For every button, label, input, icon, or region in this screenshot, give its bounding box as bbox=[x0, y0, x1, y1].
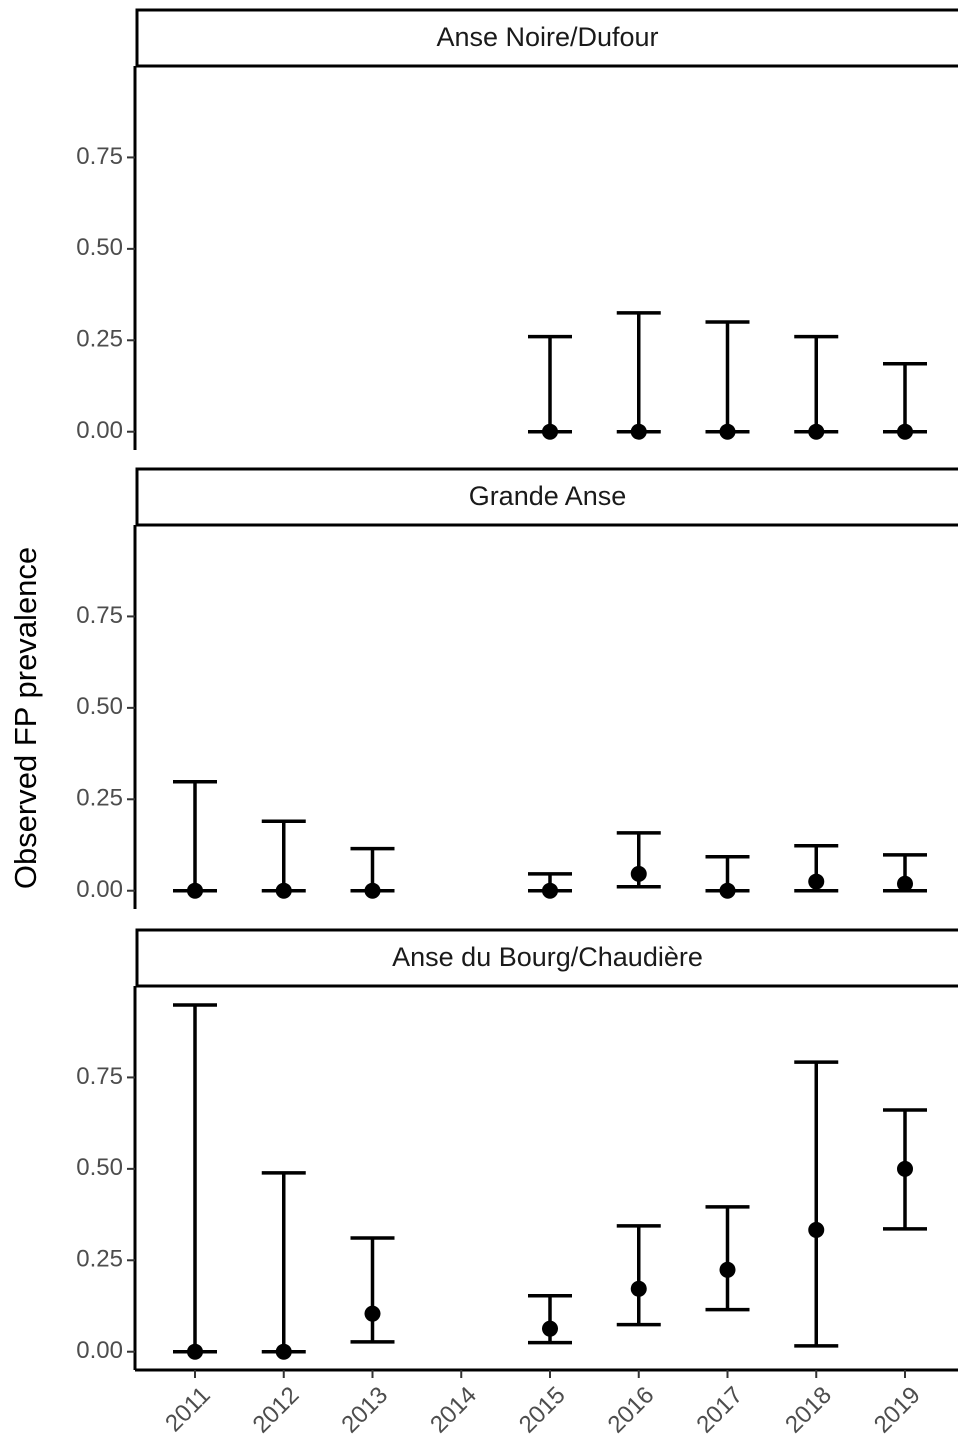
point bbox=[719, 423, 736, 440]
y-tick-label: 0.00 bbox=[76, 876, 123, 903]
strip bbox=[135, 8, 958, 68]
point bbox=[897, 1160, 913, 1177]
point bbox=[187, 1343, 203, 1360]
y-tick-label: 0.25 bbox=[76, 785, 123, 812]
panel-title: Anse du Bourg/Chaudière bbox=[392, 942, 703, 972]
point bbox=[630, 423, 647, 440]
y-tick-label: 0.00 bbox=[76, 1337, 123, 1364]
x-tick-label: 2015 bbox=[514, 1382, 571, 1439]
strip bbox=[135, 928, 958, 988]
point bbox=[275, 882, 292, 899]
y-tick-label: 0.75 bbox=[76, 143, 123, 170]
y-tick-label: 0.25 bbox=[76, 1246, 123, 1273]
panel-title: Anse Noire/Dufour bbox=[436, 22, 658, 52]
point bbox=[542, 882, 558, 899]
point bbox=[542, 423, 558, 440]
point bbox=[187, 882, 203, 899]
x-tick-label: 2011 bbox=[160, 1382, 216, 1438]
y-tick-label: 0.00 bbox=[76, 417, 123, 444]
y-tick-label: 0.25 bbox=[76, 326, 123, 353]
point bbox=[897, 875, 913, 892]
point bbox=[542, 1320, 558, 1337]
y-tick-label: 0.50 bbox=[76, 693, 123, 720]
strip bbox=[135, 467, 958, 527]
x-tick-label: 2016 bbox=[603, 1382, 660, 1439]
x-tick-label: 2018 bbox=[780, 1382, 837, 1439]
point bbox=[808, 1221, 825, 1238]
y-axis-label: Observed FP prevalence bbox=[8, 547, 43, 889]
y-tick-label: 0.75 bbox=[76, 1063, 123, 1090]
point bbox=[897, 423, 913, 440]
y-tick-label: 0.75 bbox=[76, 602, 123, 629]
y-tick-label: 0.50 bbox=[76, 234, 123, 261]
x-tick-label: 2019 bbox=[869, 1382, 926, 1439]
point bbox=[275, 1343, 292, 1360]
panel-title: Grande Anse bbox=[469, 481, 627, 511]
point bbox=[719, 1261, 736, 1278]
point bbox=[630, 1280, 647, 1297]
y-tick-label: 0.50 bbox=[76, 1154, 123, 1181]
point bbox=[630, 865, 647, 882]
x-tick-label: 2012 bbox=[248, 1382, 305, 1439]
point bbox=[808, 873, 825, 890]
point bbox=[364, 882, 381, 899]
x-tick-label: 2017 bbox=[691, 1382, 748, 1439]
x-tick-label: 2014 bbox=[425, 1382, 482, 1439]
point bbox=[364, 1305, 381, 1322]
x-tick-label: 2013 bbox=[336, 1382, 393, 1439]
point bbox=[719, 882, 736, 899]
point bbox=[808, 423, 825, 440]
